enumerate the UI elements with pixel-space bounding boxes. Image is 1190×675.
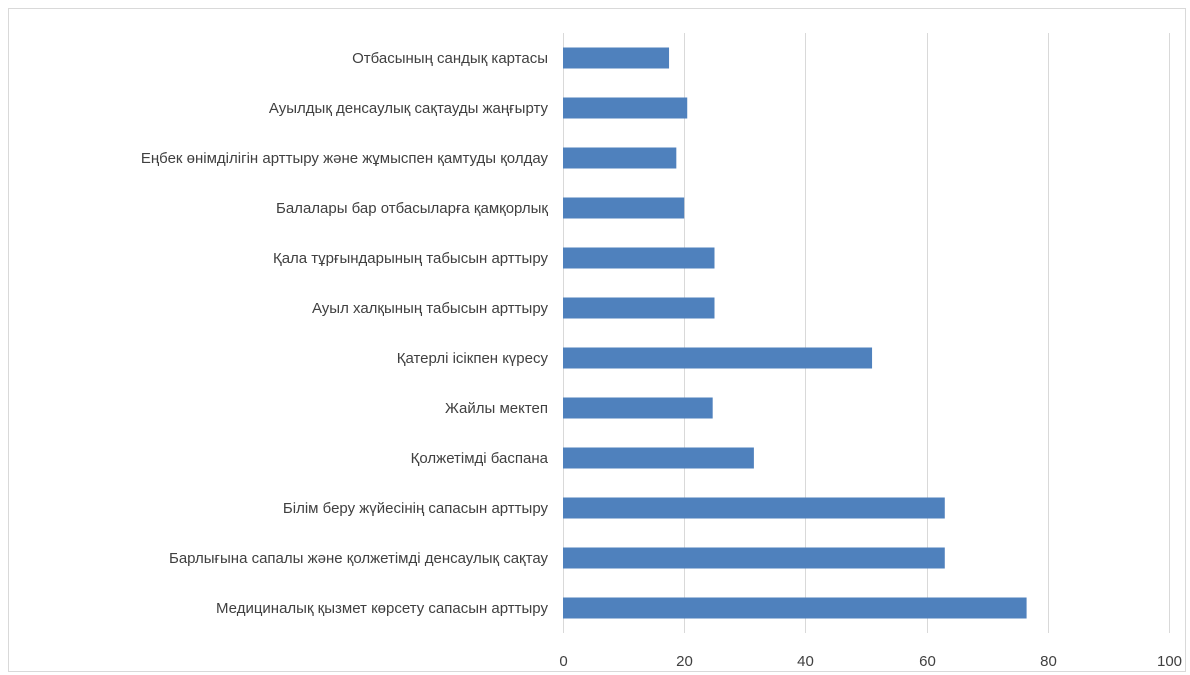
category-label: Қала тұрғындарының табысын арттыру (273, 250, 549, 267)
bar (563, 547, 945, 569)
x-tick-labels: 0 20 40 60 80 100 (559, 653, 1182, 670)
bar (563, 47, 670, 69)
category-label: Медициналық қызмет көрсету сапасын артты… (216, 600, 548, 617)
bar (563, 597, 1027, 619)
category-label: Қолжетімді баспана (411, 450, 549, 467)
category-labels: Отбасының сандық картасы Ауылдық денсаулы… (141, 50, 549, 617)
bar (563, 347, 873, 369)
x-tick-label: 0 (559, 653, 567, 670)
bar (563, 147, 677, 169)
x-tick-label: 60 (919, 653, 936, 670)
category-label: Білім беру жүйесінің сапасын арттыру (283, 500, 549, 517)
bar (563, 447, 754, 469)
category-label: Отбасының сандық картасы (352, 50, 548, 67)
bars (563, 47, 1027, 619)
category-label: Қатерлі ісікпен күресу (397, 350, 549, 367)
category-label: Жайлы мектеп (445, 400, 548, 417)
category-label: Ауылдық денсаулық сақтауды жаңғырту (269, 100, 549, 117)
x-tick-label: 40 (797, 653, 814, 670)
x-tick-label: 20 (676, 653, 693, 670)
x-tick-label: 100 (1157, 653, 1182, 670)
category-label: Еңбек өнімділігін арттыру және жұмыспен … (141, 150, 549, 167)
bar (563, 97, 688, 119)
category-label: Балалары бар отбасыларға қамқорлық (276, 200, 548, 217)
bar (563, 397, 713, 419)
gridlines (563, 33, 1170, 633)
bar (563, 497, 945, 519)
bar (563, 297, 715, 319)
x-tick-label: 80 (1040, 653, 1057, 670)
category-label: Барлығына сапалы және қолжетімді денсаул… (169, 550, 549, 567)
category-label: Ауыл халқының табысын арттыру (312, 300, 549, 317)
bar (563, 247, 715, 269)
bar (563, 197, 685, 219)
